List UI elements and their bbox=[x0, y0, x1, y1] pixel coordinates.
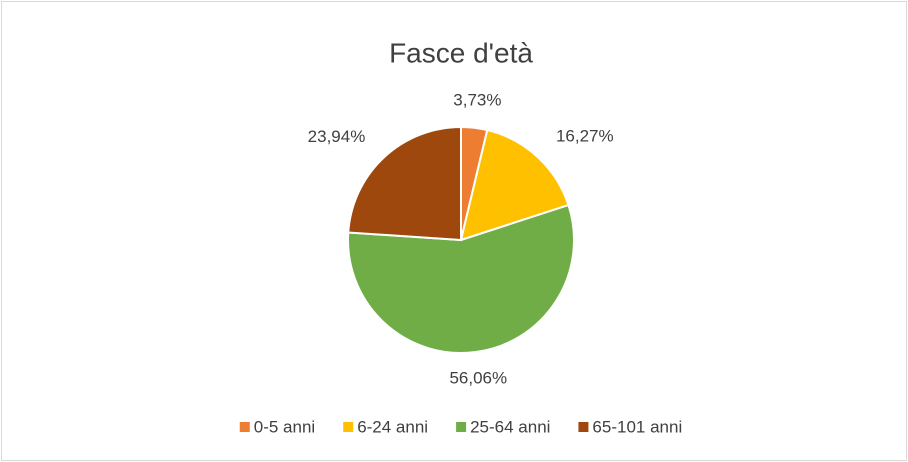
data-label: 23,94% bbox=[308, 127, 366, 146]
legend-label: 0-5 anni bbox=[254, 417, 315, 436]
legend-swatch bbox=[239, 422, 250, 432]
legend-label: 25-64 anni bbox=[470, 417, 550, 436]
chart-title: Fasce d'età bbox=[389, 37, 533, 68]
pie-slice bbox=[347, 125, 462, 242]
pie-slice bbox=[459, 128, 570, 242]
pie-slice bbox=[347, 203, 575, 354]
data-label: 56,06% bbox=[449, 368, 507, 387]
legend-swatch bbox=[343, 422, 354, 432]
data-label: 3,73% bbox=[453, 90, 501, 109]
legend-swatch bbox=[456, 422, 467, 432]
legend-label: 6-24 anni bbox=[357, 417, 428, 436]
legend-label: 65-101 anni bbox=[592, 417, 682, 436]
data-label: 16,27% bbox=[556, 127, 614, 146]
legend-swatch bbox=[578, 422, 589, 432]
